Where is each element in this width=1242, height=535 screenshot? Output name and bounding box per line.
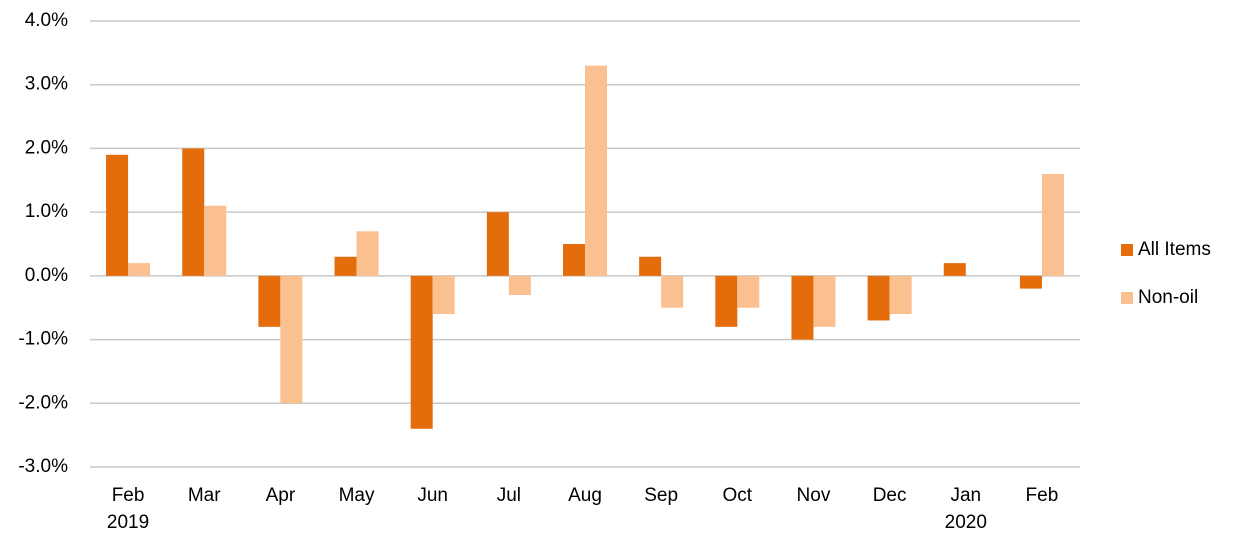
x-tick-label: Feb 2019 — [106, 485, 150, 533]
bar — [639, 256, 662, 276]
x-tick-label: Jan 2020 — [944, 485, 987, 533]
bar — [791, 275, 814, 340]
bar — [182, 148, 205, 276]
bar — [334, 256, 357, 276]
x-tick-label: Oct — [722, 485, 753, 506]
bar — [563, 244, 585, 276]
legend-swatch — [1121, 292, 1133, 304]
x-tick-label: May — [338, 485, 375, 506]
y-tick-label: -1.0% — [18, 329, 68, 350]
legend-swatch — [1121, 244, 1133, 256]
x-tick-label: Aug — [568, 485, 602, 506]
bar — [889, 275, 912, 315]
bar — [1019, 275, 1042, 289]
x-tick-label: Nov — [796, 485, 831, 506]
y-tick-label: 3.0% — [25, 74, 68, 95]
y-tick-label: 1.0% — [25, 201, 68, 222]
bar — [715, 275, 738, 327]
bar — [432, 275, 455, 315]
y-tick-label: 4.0% — [25, 10, 68, 31]
x-tick-label: Feb — [1025, 485, 1059, 506]
y-tick-label: 2.0% — [25, 137, 68, 158]
bar — [356, 231, 379, 276]
x-tick-label: Apr — [265, 485, 296, 506]
bar — [410, 275, 433, 429]
y-tick-label: -2.0% — [18, 392, 68, 413]
x-tick-label: Sep — [644, 485, 679, 506]
bar — [867, 275, 890, 321]
bar — [1041, 173, 1064, 276]
x-tick-label: Jul — [496, 485, 521, 506]
bar — [585, 65, 607, 276]
bar — [128, 263, 151, 276]
legend-label: All Items — [1138, 239, 1211, 260]
bar — [258, 275, 281, 327]
x-tick-label: Dec — [872, 485, 907, 506]
bar — [661, 275, 684, 308]
x-tick-label: Mar — [187, 485, 221, 506]
legend-label: Non-oil — [1138, 287, 1198, 308]
y-tick-label: 0.0% — [25, 265, 68, 286]
bar — [280, 275, 303, 404]
x-tick-label: Jun — [417, 485, 448, 506]
bar — [106, 154, 129, 276]
bar — [813, 275, 836, 327]
bar — [737, 275, 760, 308]
bar — [508, 275, 531, 295]
bar — [943, 263, 966, 276]
bar — [486, 212, 509, 276]
bar — [204, 205, 227, 276]
y-tick-label: -3.0% — [18, 456, 68, 477]
